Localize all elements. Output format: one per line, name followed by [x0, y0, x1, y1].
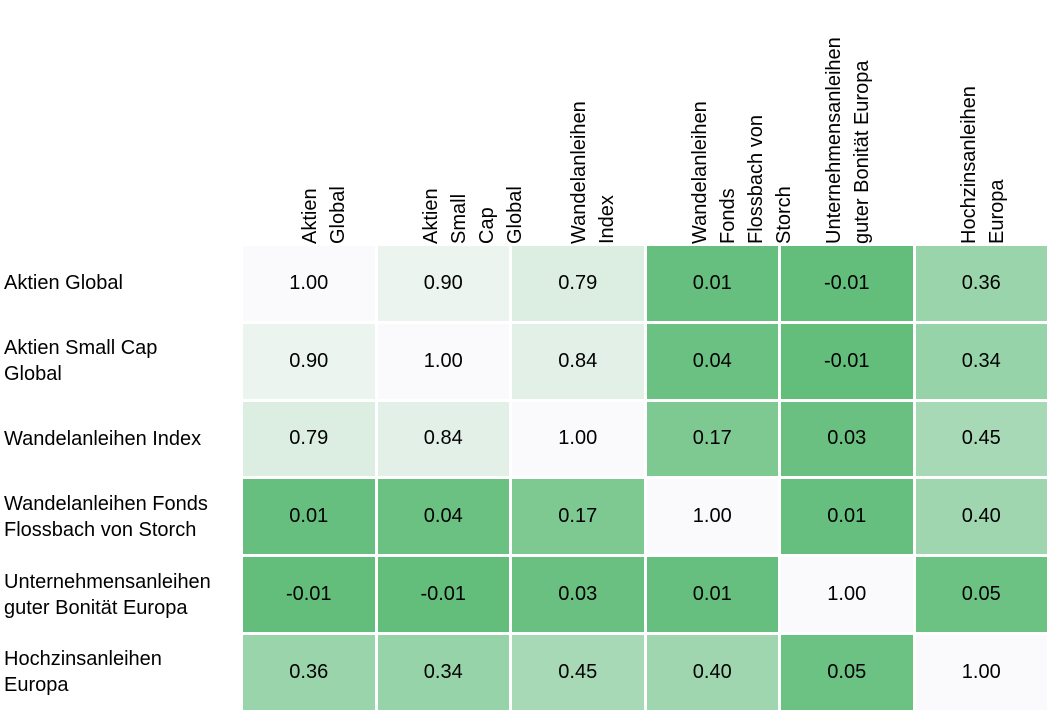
- heatmap-cell: 1.00: [781, 557, 913, 632]
- heatmap-cell: 0.34: [915, 323, 1047, 399]
- column-header-label: Aktien Small Cap Global: [419, 186, 526, 244]
- heatmap-cell: 0.84: [512, 323, 644, 399]
- heatmap-cell: -0.01: [243, 557, 375, 632]
- column-header-label: Wandelanleihen Index: [568, 101, 619, 244]
- row-header: Hochzinsanleihen Europa: [4, 648, 162, 697]
- heatmap-cell: 0.17: [512, 479, 644, 555]
- heatmap-cell: 1.00: [377, 323, 509, 399]
- heatmap-cell: -0.01: [781, 323, 913, 399]
- heatmap-cell: 0.03: [781, 401, 913, 477]
- heatmap-cell: 0.40: [646, 635, 778, 710]
- heatmap-cell: 0.04: [646, 323, 778, 399]
- heatmap-cell: 0.36: [915, 246, 1047, 321]
- heatmap-cell: 1.00: [915, 635, 1047, 710]
- heatmap-cell: 0.01: [646, 246, 778, 321]
- heatmap-cell: 0.01: [646, 557, 778, 632]
- heatmap-cell: 0.05: [915, 557, 1047, 632]
- row-header: Aktien Small Cap Global: [4, 337, 158, 386]
- row-header: Aktien Global: [4, 272, 123, 295]
- heatmap-cell: 1.00: [646, 479, 778, 555]
- heatmap-cell: 0.03: [512, 557, 644, 632]
- heatmap-cell: 0.01: [781, 479, 913, 555]
- column-header-label: Hochzinsanleihen Europa: [957, 86, 1008, 244]
- row-header: Wandelanleihen Index: [4, 427, 202, 450]
- heatmap-cell: 0.79: [243, 401, 375, 477]
- heatmap-cell: 0.45: [512, 635, 644, 710]
- heatmap-cell: 0.34: [377, 635, 509, 710]
- heatmap-cell: 0.40: [915, 479, 1047, 555]
- heatmap-cell: 0.05: [781, 635, 913, 710]
- heatmap-cell: 0.79: [512, 246, 644, 321]
- heatmap-cell: -0.01: [377, 557, 509, 632]
- heatmap-cell: 1.00: [512, 401, 644, 477]
- heatmap-cell: 0.01: [243, 479, 375, 555]
- column-header-label: Wandelanleihen Fonds Flossbach von Storc…: [688, 101, 795, 244]
- heatmap-cell: 0.45: [915, 401, 1047, 477]
- heatmap-cell: 0.04: [377, 479, 509, 555]
- heatmap-cell: 0.90: [377, 246, 509, 321]
- row-header: Unternehmensanleihen guter Bonität Europ…: [4, 570, 211, 619]
- heatmap-cell: 0.17: [646, 401, 778, 477]
- heatmap-cell: -0.01: [781, 246, 913, 321]
- column-header-label: Aktien Global: [299, 186, 350, 244]
- heatmap-cell: 0.36: [243, 635, 375, 710]
- heatmap-cell: 1.00: [243, 246, 375, 321]
- heatmap-cell: 0.84: [377, 401, 509, 477]
- row-header: Wandelanleihen Fonds Flossbach von Storc…: [4, 492, 208, 541]
- heatmap-cell: 0.90: [243, 323, 375, 399]
- column-header-label: Unternehmensanleihen guter Bonität Europ…: [823, 37, 874, 244]
